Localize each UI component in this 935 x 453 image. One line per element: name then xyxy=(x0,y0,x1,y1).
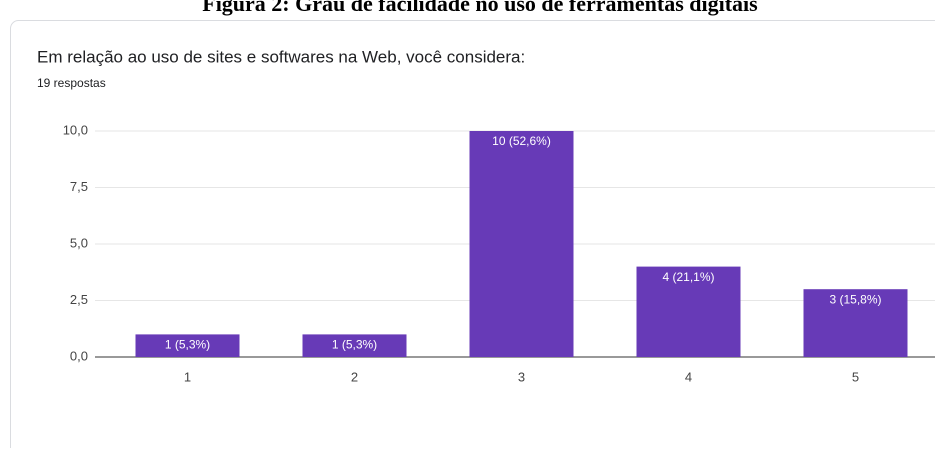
data-label: 4 (21,1%) xyxy=(662,270,714,284)
y-tick-label: 2,5 xyxy=(70,292,88,307)
x-tick-label: 4 xyxy=(685,369,692,384)
x-tick-label: 2 xyxy=(351,369,358,384)
x-tick-label: 5 xyxy=(852,369,859,384)
data-label: 3 (15,8%) xyxy=(829,292,881,306)
y-tick-label: 0,0 xyxy=(70,348,88,363)
bar xyxy=(470,131,574,357)
y-tick-label: 7,5 xyxy=(70,179,88,194)
response-count: 19 respostas xyxy=(37,76,106,90)
question-title: Em relação ao uso de sites e softwares n… xyxy=(37,47,525,66)
figure-caption: Figura 2: Grau de facilidade no uso de f… xyxy=(202,0,758,16)
x-tick-label: 1 xyxy=(184,369,191,384)
data-label: 10 (52,6%) xyxy=(492,134,551,148)
data-label: 1 (5,3%) xyxy=(332,338,377,352)
y-tick-label: 5,0 xyxy=(70,235,88,250)
x-tick-label: 3 xyxy=(518,369,525,384)
data-label: 1 (5,3%) xyxy=(165,338,210,352)
y-tick-label: 10,0 xyxy=(63,122,88,137)
